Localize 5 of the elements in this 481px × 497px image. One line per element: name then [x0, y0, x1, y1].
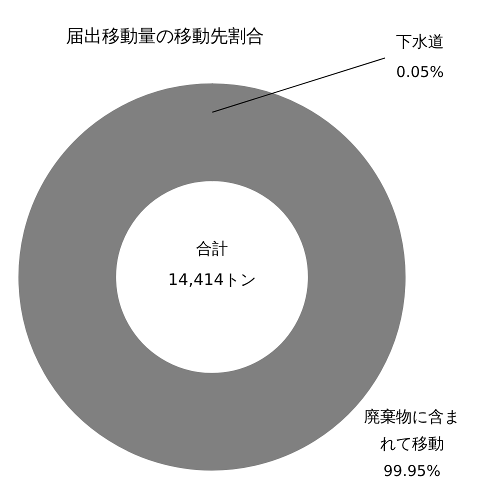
- text: 14,414トン: [168, 270, 256, 289]
- text: 合計: [196, 239, 228, 258]
- slice-label: 下水道: [396, 32, 444, 51]
- chart-title: 届出移動量の移動先割合: [66, 26, 264, 47]
- data-label: 0.05%: [396, 63, 444, 81]
